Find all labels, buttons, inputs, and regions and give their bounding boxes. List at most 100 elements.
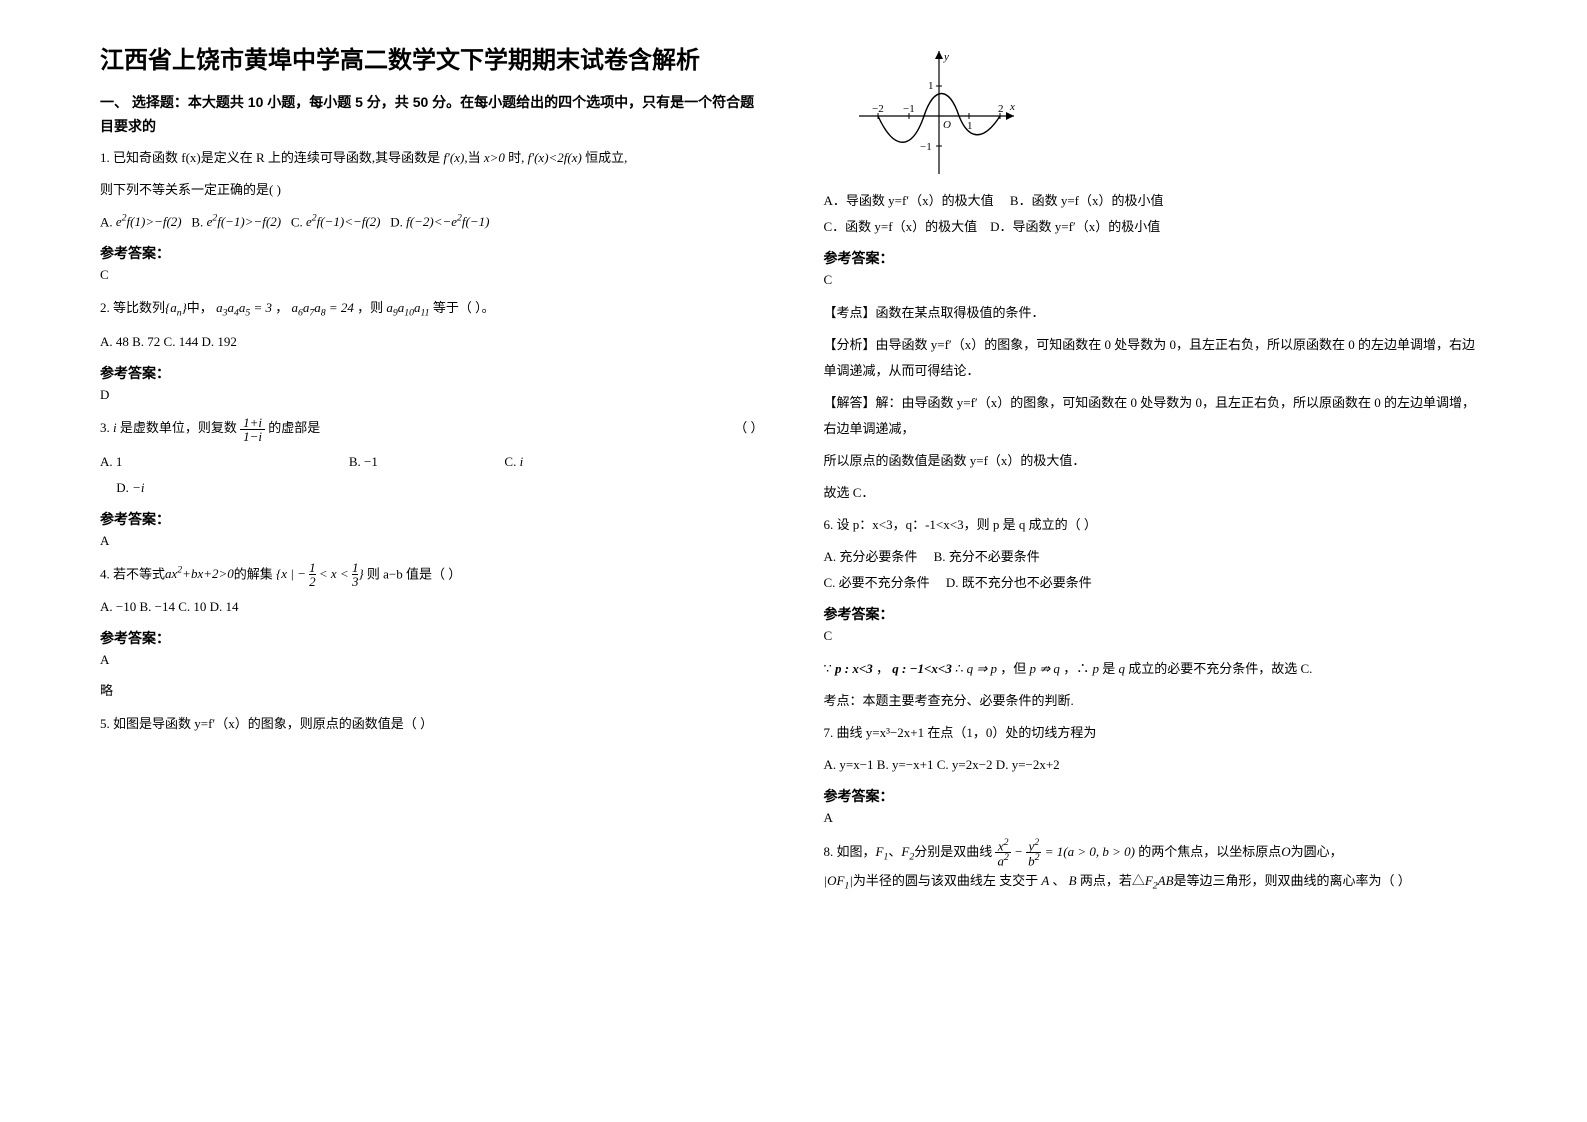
q4-stem-3: 则 a−b 值是（ ） <box>367 566 461 581</box>
q8-tri: F2AB <box>1145 873 1174 888</box>
q6-answer: C <box>824 628 1488 644</box>
q1-answer-label: 参考答案： <box>100 243 764 263</box>
q6-opt-c: C. 必要不充分条件 <box>824 575 930 590</box>
q6-q: q : −1<x<3 <box>889 661 955 676</box>
q4-options: A. −10 B. −14 C. 10 D. 14 <box>100 594 764 620</box>
label-x2: 2 <box>998 103 1004 115</box>
q2-c3: a9a10a11 <box>383 300 433 315</box>
q5-opt-d: D．导函数 y=f′（x）的极小值 <box>990 219 1160 234</box>
q3-opt-d: D. <box>116 480 132 495</box>
q2-stem-1: 2. 等比数列 <box>100 300 165 315</box>
q2-answer-label: 参考答案： <box>100 363 764 383</box>
q8-s7: 、 <box>1052 873 1065 888</box>
q5-answer: C <box>824 272 1488 288</box>
q8-f2: F2 <box>901 844 914 859</box>
q8-s8: 两点，若△ <box>1080 873 1145 888</box>
q8-s2: 、 <box>888 844 901 859</box>
q2-options: A. 48 B. 72 C. 144 D. 192 <box>100 329 764 355</box>
question-7-stem: 7. 曲线 y=x³−2x+1 在点（1，0）处的切线方程为 <box>824 720 1488 746</box>
q3-answer: A <box>100 533 764 549</box>
q5-opt-c: C．函数 y=f（x）的极大值 <box>824 219 978 234</box>
q3-frac-num: 1+i <box>240 416 265 430</box>
q3-opt-c: C. <box>504 454 519 469</box>
q8-s9: 是等边三角形，则双曲线的离心率为（ ） <box>1174 873 1411 888</box>
q1-stem-3: 时, <box>508 150 524 165</box>
q1-stem-5: 则下列不等关系一定正确的是( ) <box>100 177 764 203</box>
q1-opt-c-pre: C. <box>291 214 303 229</box>
q2-stem-4: ，则 <box>357 300 383 315</box>
q8-hyp: x2a2 − y2b2 = 1(a > 0, b > 0) <box>995 844 1138 859</box>
q5-opt-b: B．函数 y=f（x）的极小值 <box>1010 193 1164 208</box>
question-4: 4. 若不等式ax2+bx+2>0的解集 {x | − 12 < x < 13}… <box>100 561 764 589</box>
question-3: 3. i 是虚数单位，则复数 1+i 1−i 的虚部是 （ ） <box>100 415 764 443</box>
question-6-stem: 6. 设 p：x<3，q：-1<x<3，则 p 是 q 成立的（ ） <box>824 512 1488 538</box>
q5-answer-label: 参考答案： <box>824 248 1488 268</box>
q1-cond2: f′(x)<2f(x) <box>524 150 585 165</box>
q3-opt-b: B. −1 <box>349 454 378 469</box>
q1-opt-a: e2f(1)>−f(2) <box>116 214 185 229</box>
q6-qvar: q <box>1115 661 1128 676</box>
q4-set: {x | − 12 < x < 13} <box>276 566 367 581</box>
q5-fenxi: 【分析】由导函数 y=f′（x）的图象，可知函数在 0 处导数为 0，且左正右负… <box>824 332 1488 384</box>
x-arrow-icon <box>1006 112 1014 120</box>
q2-c1: a3a4a5 = 3 <box>213 300 275 315</box>
q6-imp1: q ⇒ p <box>963 661 1000 676</box>
q1-opt-b-pre: B. <box>191 214 203 229</box>
q8-s6: 为半径的圆与该双曲线左 支交于 <box>853 873 1038 888</box>
q6-explanation: ∵ p : x<3 ， q : −1<x<3 ∴ q ⇒ p ，但 p ⇏ q … <box>824 656 1488 682</box>
q8-s4: 的两个焦点，以坐标原点 <box>1138 844 1281 859</box>
q6-e7: 成立的必要不充分条件，故选 C. <box>1128 661 1312 676</box>
q3-opt-c-i: i <box>520 454 524 469</box>
label-xneg2: −2 <box>872 103 884 115</box>
q4-answer-label: 参考答案： <box>100 628 764 648</box>
q7-answer-label: 参考答案： <box>824 786 1488 806</box>
q3-stem-4: （ ） <box>734 415 763 441</box>
q8-s1: 8. 如图， <box>824 844 876 859</box>
label-yneg1: −1 <box>920 141 932 153</box>
q2-an: {an} <box>165 300 187 315</box>
q1-opt-a-pre: A. <box>100 214 113 229</box>
q3-stem-1: 3. <box>100 420 110 435</box>
q1-opt-d-pre: D. <box>390 214 403 229</box>
q6-e2: ， <box>876 661 889 676</box>
q6-opt-b: B. 充分不必要条件 <box>934 549 1040 564</box>
q5-options: A．导函数 y=f′（x）的极大值 B．函数 y=f（x）的极小值 C．函数 y… <box>824 188 1488 240</box>
q4-ineq: ax2+bx+2>0 <box>165 566 234 581</box>
q1-options: A. e2f(1)>−f(2) B. e2f(−1)>−f(2) C. e2f(… <box>100 209 764 235</box>
label-o: O <box>943 119 951 131</box>
q6-e1: ∵ <box>824 661 832 676</box>
page-title: 江西省上饶市黄埠中学高二数学文下学期期末试卷含解析 <box>100 40 764 75</box>
q4-answer: A <box>100 652 764 668</box>
q2-stem-2: 中， <box>187 300 213 315</box>
q6-opt-d: D. 既不充分也不必要条件 <box>946 575 1092 590</box>
q4-stem-2: 的解集 <box>234 566 273 581</box>
label-y1: 1 <box>928 80 934 92</box>
q1-opt-c: e2f(−1)<−f(2) <box>306 214 384 229</box>
label-x1: 1 <box>967 120 973 132</box>
q6-answer-label: 参考答案： <box>824 604 1488 624</box>
q6-e5: ，∴ <box>1063 661 1089 676</box>
q2-answer: D <box>100 387 764 403</box>
q7-answer: A <box>824 810 1488 826</box>
q6-p: p : x<3 <box>832 661 876 676</box>
label-y: y <box>943 51 949 63</box>
q6-kaodian: 考点：本题主要考查充分、必要条件的判断. <box>824 688 1488 714</box>
q4-stem-1: 4. 若不等式 <box>100 566 165 581</box>
q3-options: A. 1 B. −1 C. i D. −i <box>100 449 764 501</box>
q8-f1: F1 <box>876 844 889 859</box>
q3-stem-3: 的虚部是 <box>268 420 320 435</box>
question-8: 8. 如图，F1、F2分别是双曲线 x2a2 − y2b2 = 1(a > 0,… <box>824 838 1488 896</box>
q8-o: O <box>1281 844 1290 859</box>
q3-frac-den: 1−i <box>240 430 265 443</box>
q1-opt-b: e2f(−1)>−f(2) <box>207 214 285 229</box>
q3-i: i <box>110 420 117 435</box>
q5-jieda-3: 故选 C． <box>824 480 1488 506</box>
q1-answer: C <box>100 267 764 283</box>
q1-stem-4: 恒成立, <box>585 150 627 165</box>
section-heading: 一、 选择题：本大题共 10 小题，每小题 5 分，共 50 分。在每小题给出的… <box>100 91 764 139</box>
question-1: 1. 已知奇函数 f(x)是定义在 R 上的连续可导函数,其导函数是 f′(x)… <box>100 145 764 171</box>
q5-jieda-1: 【解答】解：由导函数 y=f′（x）的图象，可知函数在 0 处导数为 0，且左正… <box>824 390 1488 442</box>
q1-fprime: f′(x) <box>440 150 464 165</box>
q3-opt-a: A. 1 <box>100 454 122 469</box>
q8-s3: 分别是双曲线 <box>914 844 992 859</box>
